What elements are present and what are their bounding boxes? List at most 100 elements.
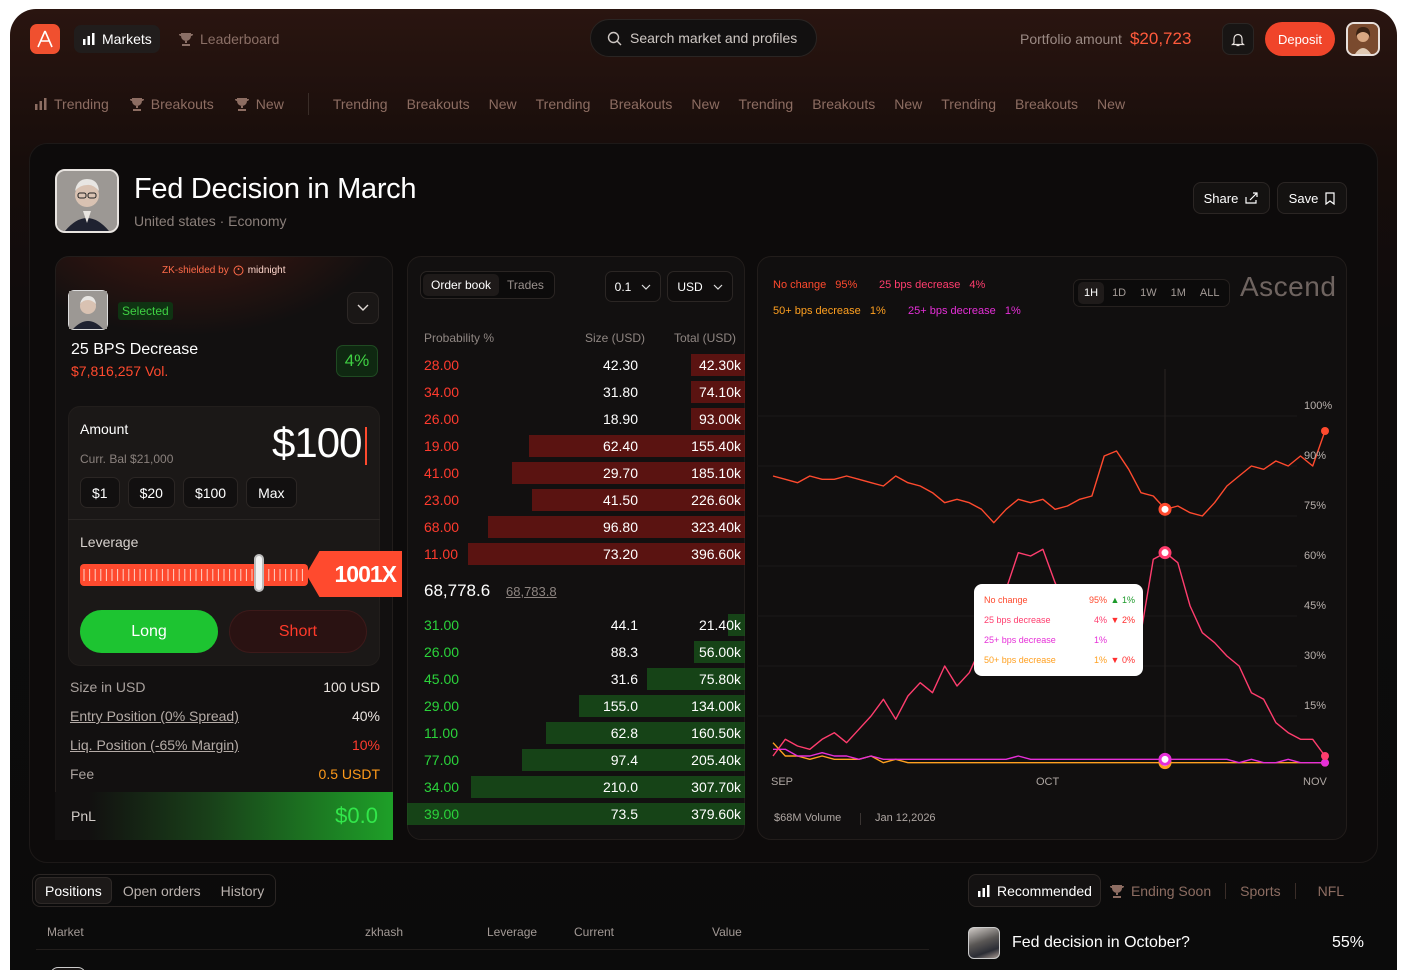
search-input[interactable]: Search market and profiles [590, 19, 817, 57]
bid-row[interactable]: 77.00 97.4 205.40k [407, 749, 745, 771]
ask-row[interactable]: 68.00 96.80 323.40k [407, 516, 745, 538]
bid-row[interactable]: 11.00 62.8 160.50k [407, 722, 745, 744]
category-link[interactable]: Trending [941, 96, 996, 112]
ask-row[interactable]: 28.00 42.30 42.30k [407, 354, 745, 376]
nav-leaderboard[interactable]: Leaderboard [172, 25, 285, 53]
tab-recommended[interactable]: Recommended [968, 874, 1101, 907]
current-balance: Curr. Bal $21,000 [80, 452, 174, 466]
category-divider [307, 93, 309, 115]
category-link[interactable]: New [691, 96, 720, 112]
category-new[interactable]: New [234, 96, 284, 112]
share-button[interactable]: Share [1193, 182, 1270, 214]
leverage-slider-handle[interactable] [254, 554, 264, 592]
category-link[interactable]: New [894, 96, 923, 112]
category-link[interactable]: Trending [535, 96, 591, 112]
tab-sports[interactable]: Sports [1240, 882, 1281, 899]
timeframe-tabs: 1H 1D 1W 1M ALL [1073, 279, 1231, 307]
category-link[interactable]: New [488, 96, 517, 112]
bid-row[interactable]: 26.00 88.3 56.00k [407, 641, 745, 663]
pnl-value: $0.0 [335, 803, 378, 828]
quick-amount-button[interactable]: $100 [182, 477, 239, 508]
short-button[interactable]: Short [229, 610, 367, 653]
ask-row[interactable]: 34.00 31.80 74.10k [407, 381, 745, 403]
ask-row[interactable]: 11.00 73.20 396.60k [407, 543, 745, 565]
bid-total: 379.60k [691, 806, 741, 822]
panel-glow [56, 257, 392, 337]
bid-row[interactable]: 45.00 31.6 75.80k [407, 668, 745, 690]
logo-icon [37, 30, 53, 48]
y-tick-label: 100% [1304, 400, 1333, 412]
ask-row[interactable]: 26.00 18.90 93.00k [407, 408, 745, 430]
arrow-down-icon: ▼ [1110, 655, 1120, 665]
portfolio-label: Portfolio amount [1020, 31, 1122, 47]
tab-ending-soon[interactable]: Ending Soon [1101, 874, 1219, 907]
long-button[interactable]: Long [80, 610, 218, 653]
user-avatar[interactable] [1346, 22, 1380, 56]
quick-amount-button[interactable]: $20 [127, 477, 175, 508]
category-link[interactable]: Breakouts [812, 96, 876, 112]
max-amount-button[interactable]: Max [246, 477, 297, 508]
detail-link[interactable]: Entry Position (0% Spread) [70, 708, 239, 724]
category-label: New [255, 96, 284, 112]
timeframe-1h[interactable]: 1H [1078, 282, 1105, 304]
deposit-button[interactable]: Deposit [1265, 22, 1335, 56]
quick-amounts: $1 $20 $100 Max [80, 477, 297, 508]
bid-row[interactable]: 31.00 44.1 21.40k [407, 614, 745, 636]
bid-total: 160.50k [691, 725, 741, 741]
category-link[interactable]: New [1097, 96, 1126, 112]
amount-input[interactable]: $100 [272, 419, 362, 466]
category-trending[interactable]: Trending [34, 96, 109, 112]
category-link[interactable]: Breakouts [1015, 96, 1079, 112]
recommended-item[interactable]: Fed decision in October? 55% [968, 927, 1364, 959]
ask-total: 93.00k [698, 411, 741, 427]
series-line [772, 430, 1326, 524]
tab-open-orders[interactable]: Open orders [122, 882, 201, 899]
tab-positions[interactable]: Positions [35, 877, 112, 904]
timeframe-1d[interactable]: 1D [1112, 287, 1127, 299]
ask-row[interactable]: 19.00 62.40 155.40k [407, 435, 745, 457]
ask-price: 41.00 [424, 465, 460, 481]
bid-price: 39.00 [424, 806, 460, 822]
category-link[interactable]: Trending [332, 96, 388, 112]
category-label: Breakouts [150, 96, 214, 112]
ask-total: 42.30k [698, 357, 741, 373]
currency-select[interactable]: USD [667, 271, 733, 302]
detail-link[interactable]: Liq. Position (-65% Margin) [70, 737, 239, 753]
tab-history[interactable]: History [220, 882, 265, 899]
category-link[interactable]: Breakouts [406, 96, 470, 112]
legend-name: 25 bps decrease [879, 279, 961, 291]
probability-chart[interactable] [757, 309, 1347, 789]
bid-total: 205.40k [691, 752, 741, 768]
quick-amount-button[interactable]: $1 [80, 477, 120, 508]
bid-row[interactable]: 34.00 210.0 307.70k [407, 776, 745, 798]
save-button[interactable]: Save [1277, 182, 1347, 214]
detail-row: Liq. Position (-65% Margin) 10% [70, 737, 380, 753]
mark-price[interactable]: 68,783.8 [506, 584, 557, 599]
ask-row[interactable]: 23.00 41.50 226.60k [407, 489, 745, 511]
market-region[interactable]: United states [134, 213, 216, 229]
tab-nfl[interactable]: NFL [1317, 882, 1345, 899]
step-select[interactable]: 0.1 [605, 271, 661, 302]
timeframe-1w[interactable]: 1W [1140, 287, 1157, 299]
nav-markets[interactable]: Markets [74, 25, 160, 53]
option-dropdown-button[interactable] [347, 292, 379, 324]
app-logo[interactable] [30, 24, 60, 54]
timeframe-1m[interactable]: 1M [1170, 287, 1186, 299]
tab-trades[interactable]: Trades [507, 278, 544, 292]
ask-size: 42.30 [602, 357, 638, 373]
category-link[interactable]: Trending [738, 96, 794, 112]
ask-row[interactable]: 41.00 29.70 185.10k [407, 462, 745, 484]
category-breakouts[interactable]: Breakouts [129, 96, 214, 112]
tab-order-book[interactable]: Order book [423, 274, 500, 296]
category-link[interactable]: Breakouts [609, 96, 673, 112]
timeframe-all[interactable]: ALL [1199, 287, 1220, 299]
market-category[interactable]: Economy [228, 213, 287, 229]
ask-total: 74.10k [698, 384, 741, 400]
tooltip-name: 25 bps decrease [984, 615, 1051, 625]
ask-total: 155.40k [691, 438, 741, 454]
bid-row[interactable]: 39.00 73.5 379.60k [407, 803, 745, 825]
leverage-slider[interactable] [80, 564, 308, 586]
bid-row[interactable]: 29.00 155.0 134.00k [407, 695, 745, 717]
notifications-button[interactable] [1222, 23, 1254, 55]
ask-total: 323.40k [691, 519, 741, 535]
